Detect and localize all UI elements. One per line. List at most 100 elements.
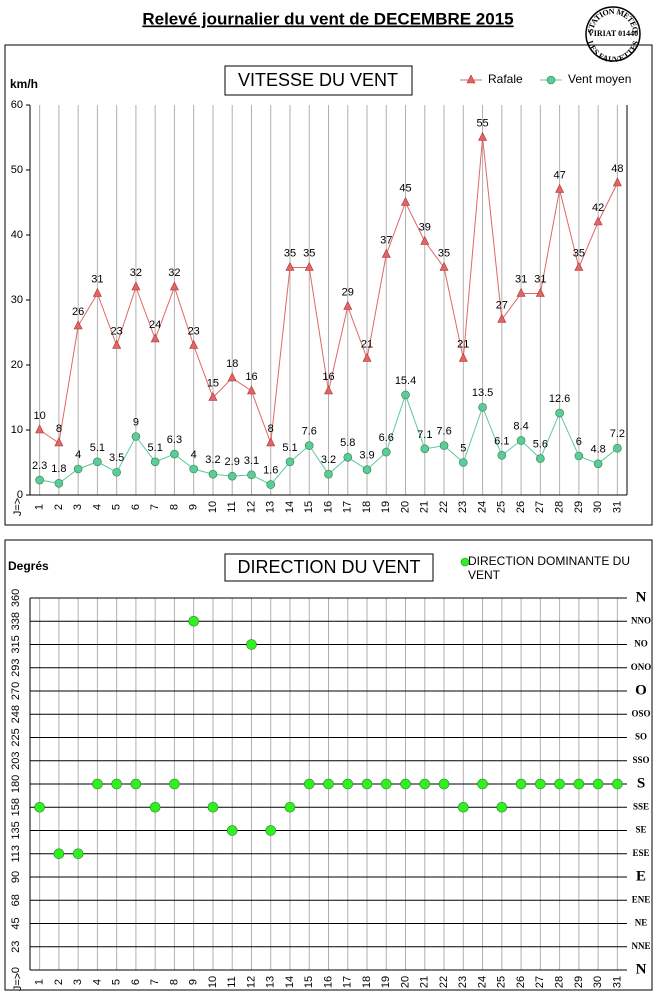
x-tick-label: 27 [534,501,546,513]
marker [361,778,373,790]
x-tick-label: 18 [361,976,373,988]
y-axis-label: km/h [10,77,38,91]
marker [555,183,565,193]
y-tick-label: 135 [10,821,22,839]
marker [53,848,65,860]
y-tick-label: 270 [10,682,22,700]
x-tick-label: 11 [226,976,238,987]
marker [593,459,603,469]
data-label: 5 [460,442,466,454]
x-tick-label: 14 [284,501,296,513]
marker [266,437,276,447]
x-tick-label: 17 [342,976,354,988]
marker [535,778,546,790]
marker [189,464,198,474]
x-tick-label: 28 [554,976,566,988]
data-label: 45 [399,182,411,194]
data-label: 5.1 [282,442,297,454]
marker [73,320,83,330]
data-label: 26 [72,306,84,318]
data-label: 2.3 [32,460,47,472]
marker [112,467,121,477]
y-tick-label: 30 [11,294,23,306]
marker [574,451,584,461]
legend-label: DIRECTION DOMINANTE DU VENT [468,554,630,582]
marker [54,437,64,447]
marker [34,801,45,813]
data-label: 4 [191,449,197,461]
y-tick-label: 10 [11,424,23,436]
data-label: 4.8 [590,444,605,456]
marker [323,778,334,790]
marker [497,451,507,460]
data-label: 6.6 [379,432,394,444]
marker [459,458,468,467]
x-tick-label: 10 [207,501,219,513]
marker [93,457,102,467]
marker [35,424,45,434]
x-tick-label: 12 [245,976,257,988]
legend-label: Rafale [488,72,523,86]
data-label: 37 [380,234,392,246]
marker [73,464,83,474]
data-label: 7.6 [436,426,451,438]
stamp-middle: VIRIAT 01440 [588,29,638,38]
data-label: 23 [111,325,123,337]
x-tick-label: 20 [399,976,411,988]
marker [169,281,179,291]
marker [612,778,623,790]
y2-tick-label: SE [635,825,646,835]
x-tick-label: 28 [554,501,566,513]
x-tick-label: 24 [476,501,488,513]
x-tick-label: 15 [303,501,315,513]
y2-tick-label: O [635,682,647,698]
y-tick-label: 50 [11,164,23,176]
data-label: 7.1 [417,429,432,441]
y-tick-label: 23 [10,941,22,953]
marker [246,639,257,650]
marker [285,457,295,467]
marker [400,778,411,790]
y2-tick-label: E [636,868,646,884]
x-tick-label: 31 [611,976,623,988]
marker [574,261,584,271]
y2-tick-label: NO [634,639,648,649]
y-tick-label: 360 [10,589,22,607]
x-tick-label: 22 [438,501,450,513]
data-label: 35 [438,247,450,259]
marker [439,441,449,450]
legend-marker [546,75,556,85]
marker [92,778,103,790]
x-axis-label: J=> [12,498,24,516]
marker [592,778,604,790]
y-tick-label: 68 [10,894,22,906]
x-tick-label: 20 [399,501,411,513]
marker [208,391,218,401]
marker [189,339,199,349]
y-tick-label: 60 [11,99,23,111]
marker [477,778,488,790]
data-label: 31 [534,273,546,285]
x-tick-label: 25 [496,501,508,513]
x-tick-label: 15 [303,976,315,988]
x-tick-label: 22 [438,976,450,988]
y-tick-label: 40 [11,229,23,241]
marker [111,778,122,790]
y2-tick-label: NNE [631,941,650,951]
stamp-circle [585,6,641,62]
marker [265,825,277,836]
data-label: 15 [207,377,219,389]
marker [170,449,179,459]
marker [554,778,565,790]
data-label: 3.2 [321,454,336,466]
y2-tick-label: SSO [632,755,649,765]
data-label: 24 [149,319,161,331]
marker [536,454,545,463]
data-label: 47 [553,169,565,181]
chart-frame [4,44,653,526]
x-tick-label: 19 [380,501,392,513]
title-box [224,65,413,96]
marker [343,452,353,462]
data-label: 16 [322,371,334,383]
marker [439,261,449,271]
